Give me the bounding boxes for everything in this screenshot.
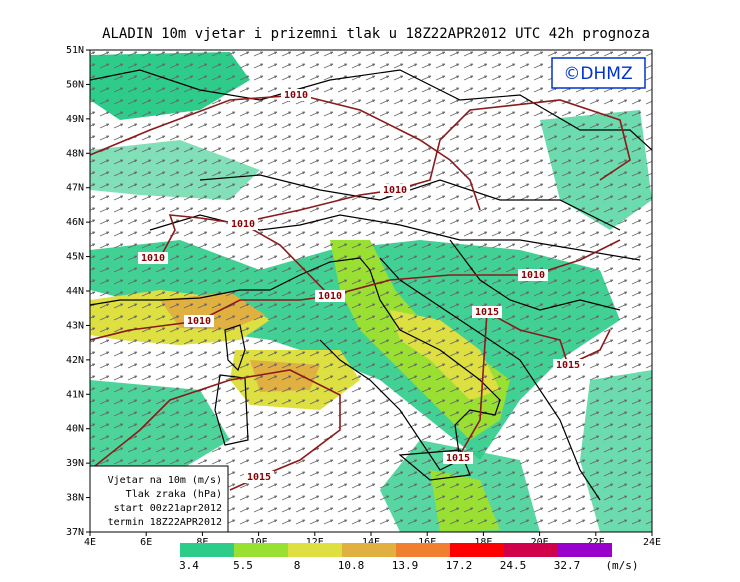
isobar-label-bg — [315, 290, 345, 302]
isobar-label: 1010 — [187, 316, 211, 327]
isobar-label-bg — [443, 452, 473, 464]
lat-label: 48N — [66, 148, 84, 159]
info-box — [89, 465, 229, 533]
lat-label: 51N — [66, 45, 84, 56]
scale-swatch — [342, 543, 396, 557]
lat-label: 50N — [66, 79, 84, 90]
isobar-label-bg — [518, 269, 548, 281]
scale-label: 13.9 — [392, 559, 419, 572]
scale-label: 8 — [294, 559, 301, 572]
lat-label: 39N — [66, 458, 84, 469]
lat-label: 41N — [66, 389, 84, 400]
lat-label: 42N — [66, 355, 84, 366]
color-scale: 3.4 5.5 8 10.8 13.9 17.2 24.5 32.7 (m/s) — [179, 543, 639, 572]
lon-label: 14E — [362, 537, 380, 548]
lat-label: 45N — [66, 252, 84, 263]
isobar-label-bg — [228, 218, 258, 230]
info-line: Vjetar na 10m (m/s) — [108, 475, 222, 486]
title: ALADIN 10m vjetar i prizemni tlak u 18Z2… — [102, 26, 650, 42]
lat-label: 38N — [66, 493, 84, 504]
isobar-label: 1015 — [556, 360, 580, 371]
scale-swatch — [234, 543, 288, 557]
isobar-label: 1010 — [284, 90, 308, 101]
logo: ©DHMZ — [563, 64, 632, 84]
scale-label: 17.2 — [446, 559, 473, 572]
isobar-label-bg — [472, 306, 502, 318]
isobar-label-bg — [380, 184, 410, 196]
map-area — [90, 50, 652, 532]
lon-label: 18E — [474, 537, 492, 548]
isobar-label-bg — [138, 252, 168, 264]
isobar-label: 1015 — [475, 307, 499, 318]
lon-label: 20E — [531, 537, 549, 548]
lon-label: 10E — [250, 537, 268, 548]
isobar-label: 1010 — [141, 253, 165, 264]
scale-swatch — [558, 543, 612, 557]
lon-label: 22E — [587, 537, 605, 548]
lat-label: 43N — [66, 320, 84, 331]
isobar-label: 1010 — [383, 185, 407, 196]
lon-label: 24E — [643, 537, 661, 548]
scale-label: 10.8 — [338, 559, 365, 572]
info-lines: Vjetar na 10m (m/s) Tlak zraka (hPa) start… — [108, 475, 222, 528]
isobar-label: 1010 — [231, 219, 255, 230]
lat-label: 37N — [66, 527, 84, 538]
lat-label: 47N — [66, 183, 84, 194]
lon-label: 4E — [84, 537, 96, 548]
lat-label: 46N — [66, 217, 84, 228]
logo-box — [551, 57, 646, 89]
isobar-labels: 1010 1010 1010 1010 1010 1010 1010 1015 1015 1015… — [138, 89, 583, 483]
isobar-label-bg — [553, 359, 583, 371]
isobar-label-bg — [184, 315, 214, 327]
scale-swatch — [288, 543, 342, 557]
info-line: termin 18Z22APR2012 — [108, 517, 222, 528]
isobar-label: 1015 — [247, 472, 271, 483]
isobar-label: 1010 — [521, 270, 545, 281]
isobar-label-bg — [244, 471, 274, 483]
lat-label: 49N — [66, 114, 84, 125]
scale-unit: (m/s) — [605, 559, 638, 572]
axis-ticks: 51N 50N 49N 48N 47N 46N 45N 44N 43N 42N 41N 40N 39N 3… — [66, 45, 661, 548]
scale-label: 5.5 — [233, 559, 253, 572]
scale-swatch — [504, 543, 558, 557]
info-line: Tlak zraka (hPa) — [126, 489, 222, 500]
lat-label: 44N — [66, 286, 84, 297]
scale-swatch — [450, 543, 504, 557]
scale-swatch — [180, 543, 234, 557]
lon-label: 12E — [306, 537, 324, 548]
isobar-label-bg — [281, 89, 311, 101]
scale-label: 24.5 — [500, 559, 527, 572]
scale-swatch — [396, 543, 450, 557]
scale-label: 32.7 — [554, 559, 581, 572]
lat-label: 40N — [66, 424, 84, 435]
lon-label: 8E — [196, 537, 208, 548]
lon-label: 6E — [140, 537, 152, 548]
info-line: start 00z21apr2012 — [114, 503, 222, 514]
isobar-label: 1015 — [446, 453, 470, 464]
lon-label: 16E — [418, 537, 436, 548]
isobar-label: 1010 — [318, 291, 342, 302]
scale-label: 3.4 — [179, 559, 199, 572]
